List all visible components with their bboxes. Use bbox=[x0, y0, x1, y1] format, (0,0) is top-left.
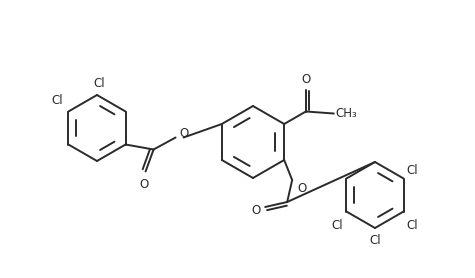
Text: CH₃: CH₃ bbox=[336, 107, 358, 120]
Text: O: O bbox=[301, 73, 311, 86]
Text: Cl: Cl bbox=[407, 163, 418, 177]
Text: Cl: Cl bbox=[52, 93, 64, 106]
Text: O: O bbox=[297, 182, 306, 195]
Text: Cl: Cl bbox=[332, 219, 343, 232]
Text: O: O bbox=[251, 203, 260, 217]
Text: Cl: Cl bbox=[369, 234, 381, 247]
Text: Cl: Cl bbox=[93, 77, 105, 90]
Text: O: O bbox=[139, 177, 148, 190]
Text: Cl: Cl bbox=[407, 219, 418, 232]
Text: O: O bbox=[180, 127, 189, 140]
